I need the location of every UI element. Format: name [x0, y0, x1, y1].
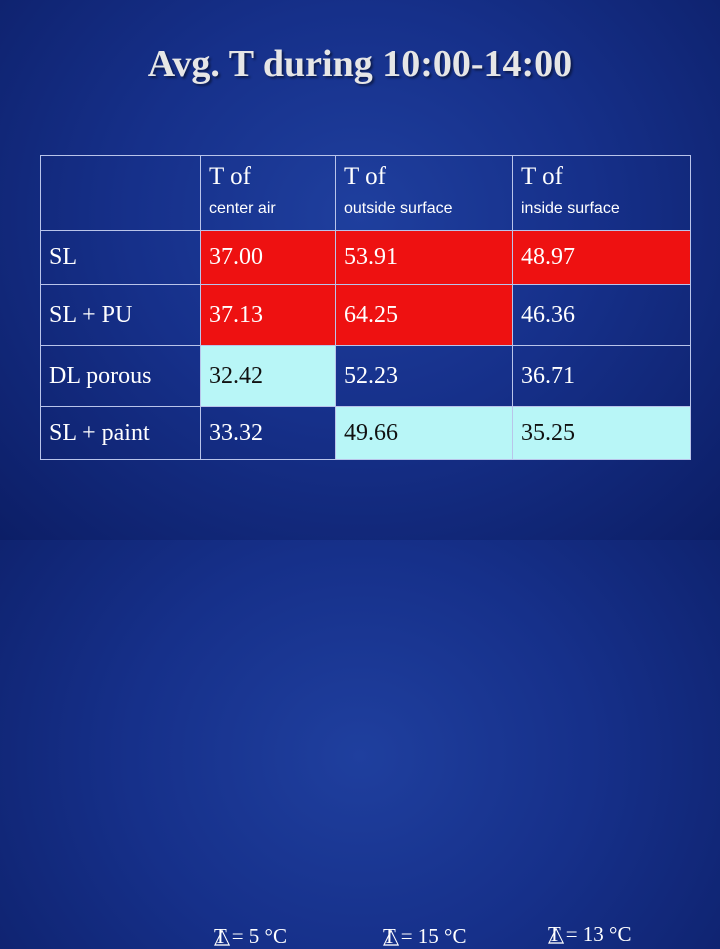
- temperature-table: T of center air T of outside surface T o…: [40, 155, 691, 460]
- header-main-label: T of: [344, 163, 386, 190]
- header-sub-label: inside surface: [521, 200, 620, 217]
- delta-note-text: T = 13 °C: [548, 922, 632, 946]
- header-cell-inside-surface: T of inside surface: [512, 155, 691, 231]
- row-label: SL: [40, 230, 201, 285]
- table-row: DL porous 32.42 52.23 36.71: [40, 345, 691, 407]
- table-cell: 33.32: [200, 406, 336, 460]
- table-cell: 46.36: [512, 284, 691, 346]
- header-cell-center-air: T of center air: [200, 155, 336, 231]
- table-cell: 52.23: [335, 345, 513, 407]
- table-cell: 36.71: [512, 345, 691, 407]
- row-label: SL + PU: [40, 284, 201, 346]
- header-main-label: T of: [521, 163, 563, 190]
- header-cell-outside-surface: T of outside surface: [335, 155, 513, 231]
- delta-note-text: T = 15 °C: [383, 924, 467, 948]
- table-cell: 49.66: [335, 406, 513, 460]
- table-cell: 48.97: [512, 230, 691, 285]
- header-sub-label: outside surface: [344, 200, 453, 217]
- table-cell: 37.00: [200, 230, 336, 285]
- table-cell: 53.91: [335, 230, 513, 285]
- table-cell: 32.42: [200, 345, 336, 407]
- row-label: DL porous: [40, 345, 201, 407]
- header-main-label: T of: [209, 163, 251, 190]
- table-header-row: T of center air T of outside surface T o…: [40, 155, 691, 231]
- delta-note-text: T = 5 °C: [214, 924, 287, 948]
- header-cell-empty: [40, 155, 201, 231]
- slide-title: Avg. T during 10:00-14:00: [147, 43, 573, 85]
- header-sub-label: center air: [209, 200, 276, 217]
- table-row: SL + paint 33.32 49.66 35.25: [40, 406, 691, 460]
- table-cell: 37.13: [200, 284, 336, 346]
- row-label: SL + paint: [40, 406, 201, 460]
- table-row: SL + PU 37.13 64.25 46.36: [40, 284, 691, 346]
- table-row: SL 37.00 53.91 48.97: [40, 230, 691, 285]
- table-cell: 35.25: [512, 406, 691, 460]
- table-cell: 64.25: [335, 284, 513, 346]
